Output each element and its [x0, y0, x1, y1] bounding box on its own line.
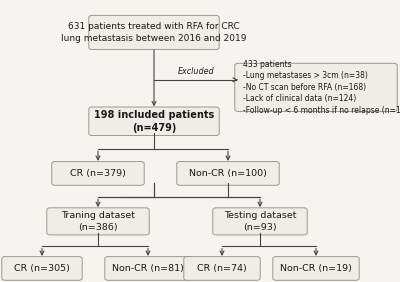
FancyBboxPatch shape	[213, 208, 307, 235]
Text: 433 patients
-Lung metastases > 3cm (n=38)
-No CT scan before RFA (n=168)
-Lack : 433 patients -Lung metastases > 3cm (n=3…	[243, 60, 400, 115]
FancyBboxPatch shape	[47, 208, 149, 235]
Text: CR (n=74): CR (n=74)	[197, 264, 247, 273]
Text: Non-CR (n=19): Non-CR (n=19)	[280, 264, 352, 273]
Text: Non-CR (n=81): Non-CR (n=81)	[112, 264, 184, 273]
FancyBboxPatch shape	[105, 257, 191, 280]
Text: Excluded: Excluded	[178, 67, 214, 76]
FancyBboxPatch shape	[235, 63, 397, 112]
Text: CR (n=379): CR (n=379)	[70, 169, 126, 178]
FancyBboxPatch shape	[184, 257, 260, 280]
Text: Testing dataset
(n=93): Testing dataset (n=93)	[224, 211, 296, 232]
Text: Traning dataset
(n=386): Traning dataset (n=386)	[61, 211, 135, 232]
FancyBboxPatch shape	[89, 15, 219, 50]
Text: 198 included patients
(n=479): 198 included patients (n=479)	[94, 110, 214, 133]
FancyBboxPatch shape	[2, 257, 82, 280]
FancyBboxPatch shape	[177, 162, 279, 185]
Text: 631 patients treated with RFA for CRC
lung metastasis between 2016 and 2019: 631 patients treated with RFA for CRC lu…	[61, 22, 247, 43]
FancyBboxPatch shape	[52, 162, 144, 185]
Text: Non-CR (n=100): Non-CR (n=100)	[189, 169, 267, 178]
FancyBboxPatch shape	[273, 257, 359, 280]
FancyBboxPatch shape	[89, 107, 219, 136]
Text: CR (n=305): CR (n=305)	[14, 264, 70, 273]
